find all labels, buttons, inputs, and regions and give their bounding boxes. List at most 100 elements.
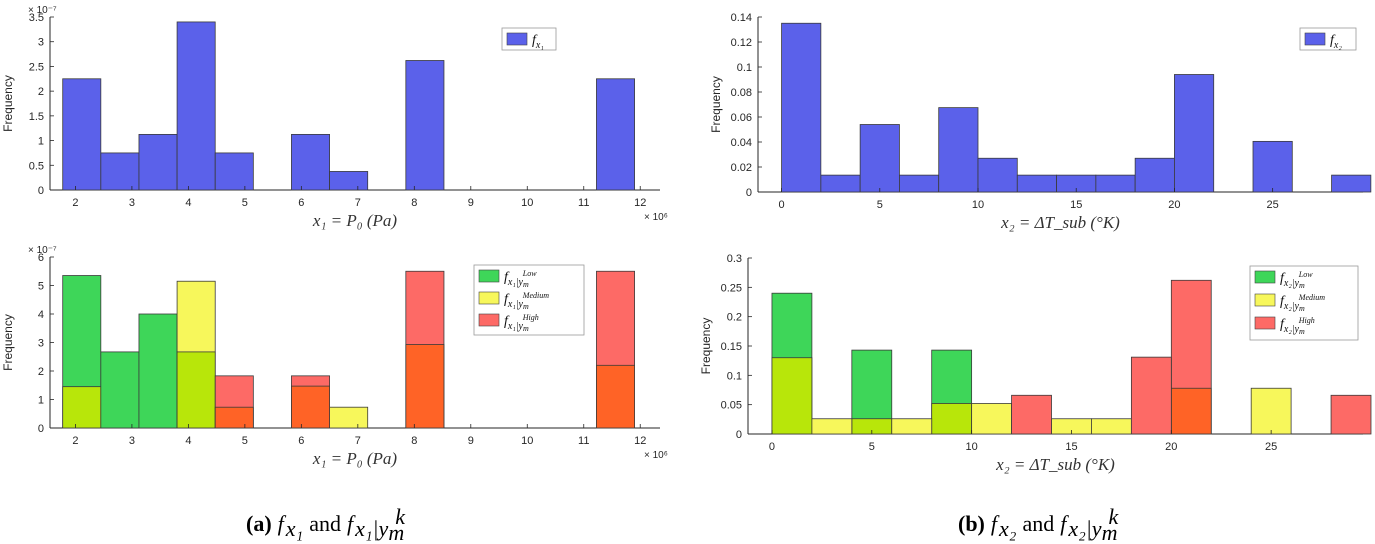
caption-a-label: (a) [246, 511, 272, 536]
x-tick-label: 25 [1265, 441, 1277, 453]
legend-swatch [1254, 316, 1276, 330]
x-axis-label: x₂ = ΔT_sub (°K) [1000, 213, 1120, 232]
x-tick-label: 15 [1070, 199, 1082, 211]
x-tick-label: 3 [129, 197, 135, 209]
caption-a: (a) fx₁ and fx₁|ymk [246, 504, 406, 544]
x-tick-label: 7 [355, 435, 361, 447]
x-tick-label: 3 [129, 435, 135, 447]
x-tick-label: 2 [72, 197, 78, 209]
y-tick-label: 0.3 [727, 253, 742, 265]
y-tick-label: 2 [38, 86, 44, 98]
x-tick-label: 0 [769, 441, 775, 453]
bar [1134, 157, 1175, 193]
bar-low [100, 351, 140, 429]
bar [405, 60, 445, 191]
y-axis-label: Frequency [1, 314, 15, 371]
y-tick-label: 3 [38, 37, 44, 49]
bar [329, 171, 369, 191]
legend: fx₁ [501, 27, 557, 51]
y-tick-label: 0.14 [731, 12, 752, 24]
legend-swatch [1254, 270, 1276, 284]
legend: fx₂ [1299, 27, 1357, 51]
x-tick-label: 10 [521, 197, 533, 209]
x-tick-label: 6 [298, 435, 304, 447]
x-tick-label: 5 [877, 199, 883, 211]
bar-medium [62, 386, 102, 429]
x-exponent: × 10⁶ [644, 212, 668, 223]
legend-label: fx₁|ymLow [504, 269, 537, 289]
bar [1095, 174, 1136, 193]
x-tick-label: 5 [869, 441, 875, 453]
caption-b-label: (b) [958, 511, 985, 536]
x-axis-label: x₁ = P₀ (Pa) [312, 211, 398, 230]
legend-label: fx₂|ymLow [1280, 270, 1313, 290]
x-tick-label: 12 [634, 197, 646, 209]
chart-bottom-right: 0 0.05 0.1 0.15 0.2 0.25 0.3 0 5 10 15 20 25 Frequenc… [699, 253, 1372, 474]
bar [596, 78, 635, 191]
x-tick-label: 20 [1168, 199, 1180, 211]
x-axis-label: x₂ = ΔT_sub (°K) [995, 455, 1115, 474]
bar-medium [1170, 387, 1212, 435]
x-tick-label: 6 [298, 197, 304, 209]
bar-medium [971, 403, 1012, 435]
bar [938, 107, 979, 193]
bar-medium [811, 418, 853, 435]
y-axis-label: Frequency [1, 75, 15, 132]
bar [291, 133, 330, 191]
bar-medium [891, 418, 933, 435]
legend-swatch [1254, 293, 1276, 307]
y-tick-label: 1 [38, 136, 44, 148]
x-tick-label: 0 [779, 199, 785, 211]
x-tick-label: 9 [468, 435, 474, 447]
x-tick-label: 5 [242, 197, 248, 209]
legend-swatch [478, 313, 500, 327]
x-tick-label: 10 [972, 199, 984, 211]
y-tick-label: 1 [38, 395, 44, 407]
y-tick-label: 0.1 [737, 62, 752, 74]
bar [1331, 174, 1372, 193]
y-axis-label: Frequency [699, 318, 713, 375]
x-tick-label: 12 [634, 435, 646, 447]
y-tick-label: 0.1 [727, 370, 742, 382]
legend-swatch [478, 291, 500, 305]
bar [100, 152, 140, 191]
bar-overlap [214, 406, 254, 429]
y-tick-label: 0.25 [721, 282, 742, 294]
y-tick-label: 0.02 [731, 162, 752, 174]
bar [1016, 174, 1057, 193]
y-exponent: × 10⁻⁷ [28, 245, 57, 256]
y-tick-label: 5 [38, 281, 44, 293]
bar-high [1330, 394, 1372, 435]
legend-label: fx₁|ymMedium [504, 291, 549, 311]
chart-top-right: 0 0.02 0.04 0.06 0.08 0.1 0.12 0.14 0 5 10 15 20 25 Fr… [709, 12, 1372, 232]
y-exponent: × 10⁻⁷ [28, 5, 57, 16]
bar [1174, 74, 1215, 193]
bar [899, 174, 940, 193]
bar [62, 78, 102, 191]
legend-swatch [506, 32, 528, 46]
y-tick-label: 0.5 [29, 160, 44, 172]
y-tick-label: 0.05 [721, 400, 742, 412]
bar [859, 124, 900, 193]
bar [977, 157, 1018, 193]
y-tick-label: 0.15 [721, 341, 742, 353]
x-tick-label: 5 [242, 435, 248, 447]
bar [820, 174, 861, 193]
y-tick-label: 6 [38, 252, 44, 264]
y-tick-label: 2 [38, 366, 44, 378]
x-tick-label: 9 [468, 197, 474, 209]
bar-overlap [405, 344, 445, 429]
bar-low [138, 313, 178, 429]
y-tick-label: 0.08 [731, 87, 752, 99]
legend-swatch [478, 269, 500, 283]
x-tick-label: 7 [355, 197, 361, 209]
y-tick-label: 0.04 [731, 137, 752, 149]
x-exponent: × 10⁶ [644, 450, 668, 461]
bar-medium [1091, 418, 1132, 435]
bar-medium [931, 403, 973, 435]
x-tick-label: 10 [966, 441, 978, 453]
